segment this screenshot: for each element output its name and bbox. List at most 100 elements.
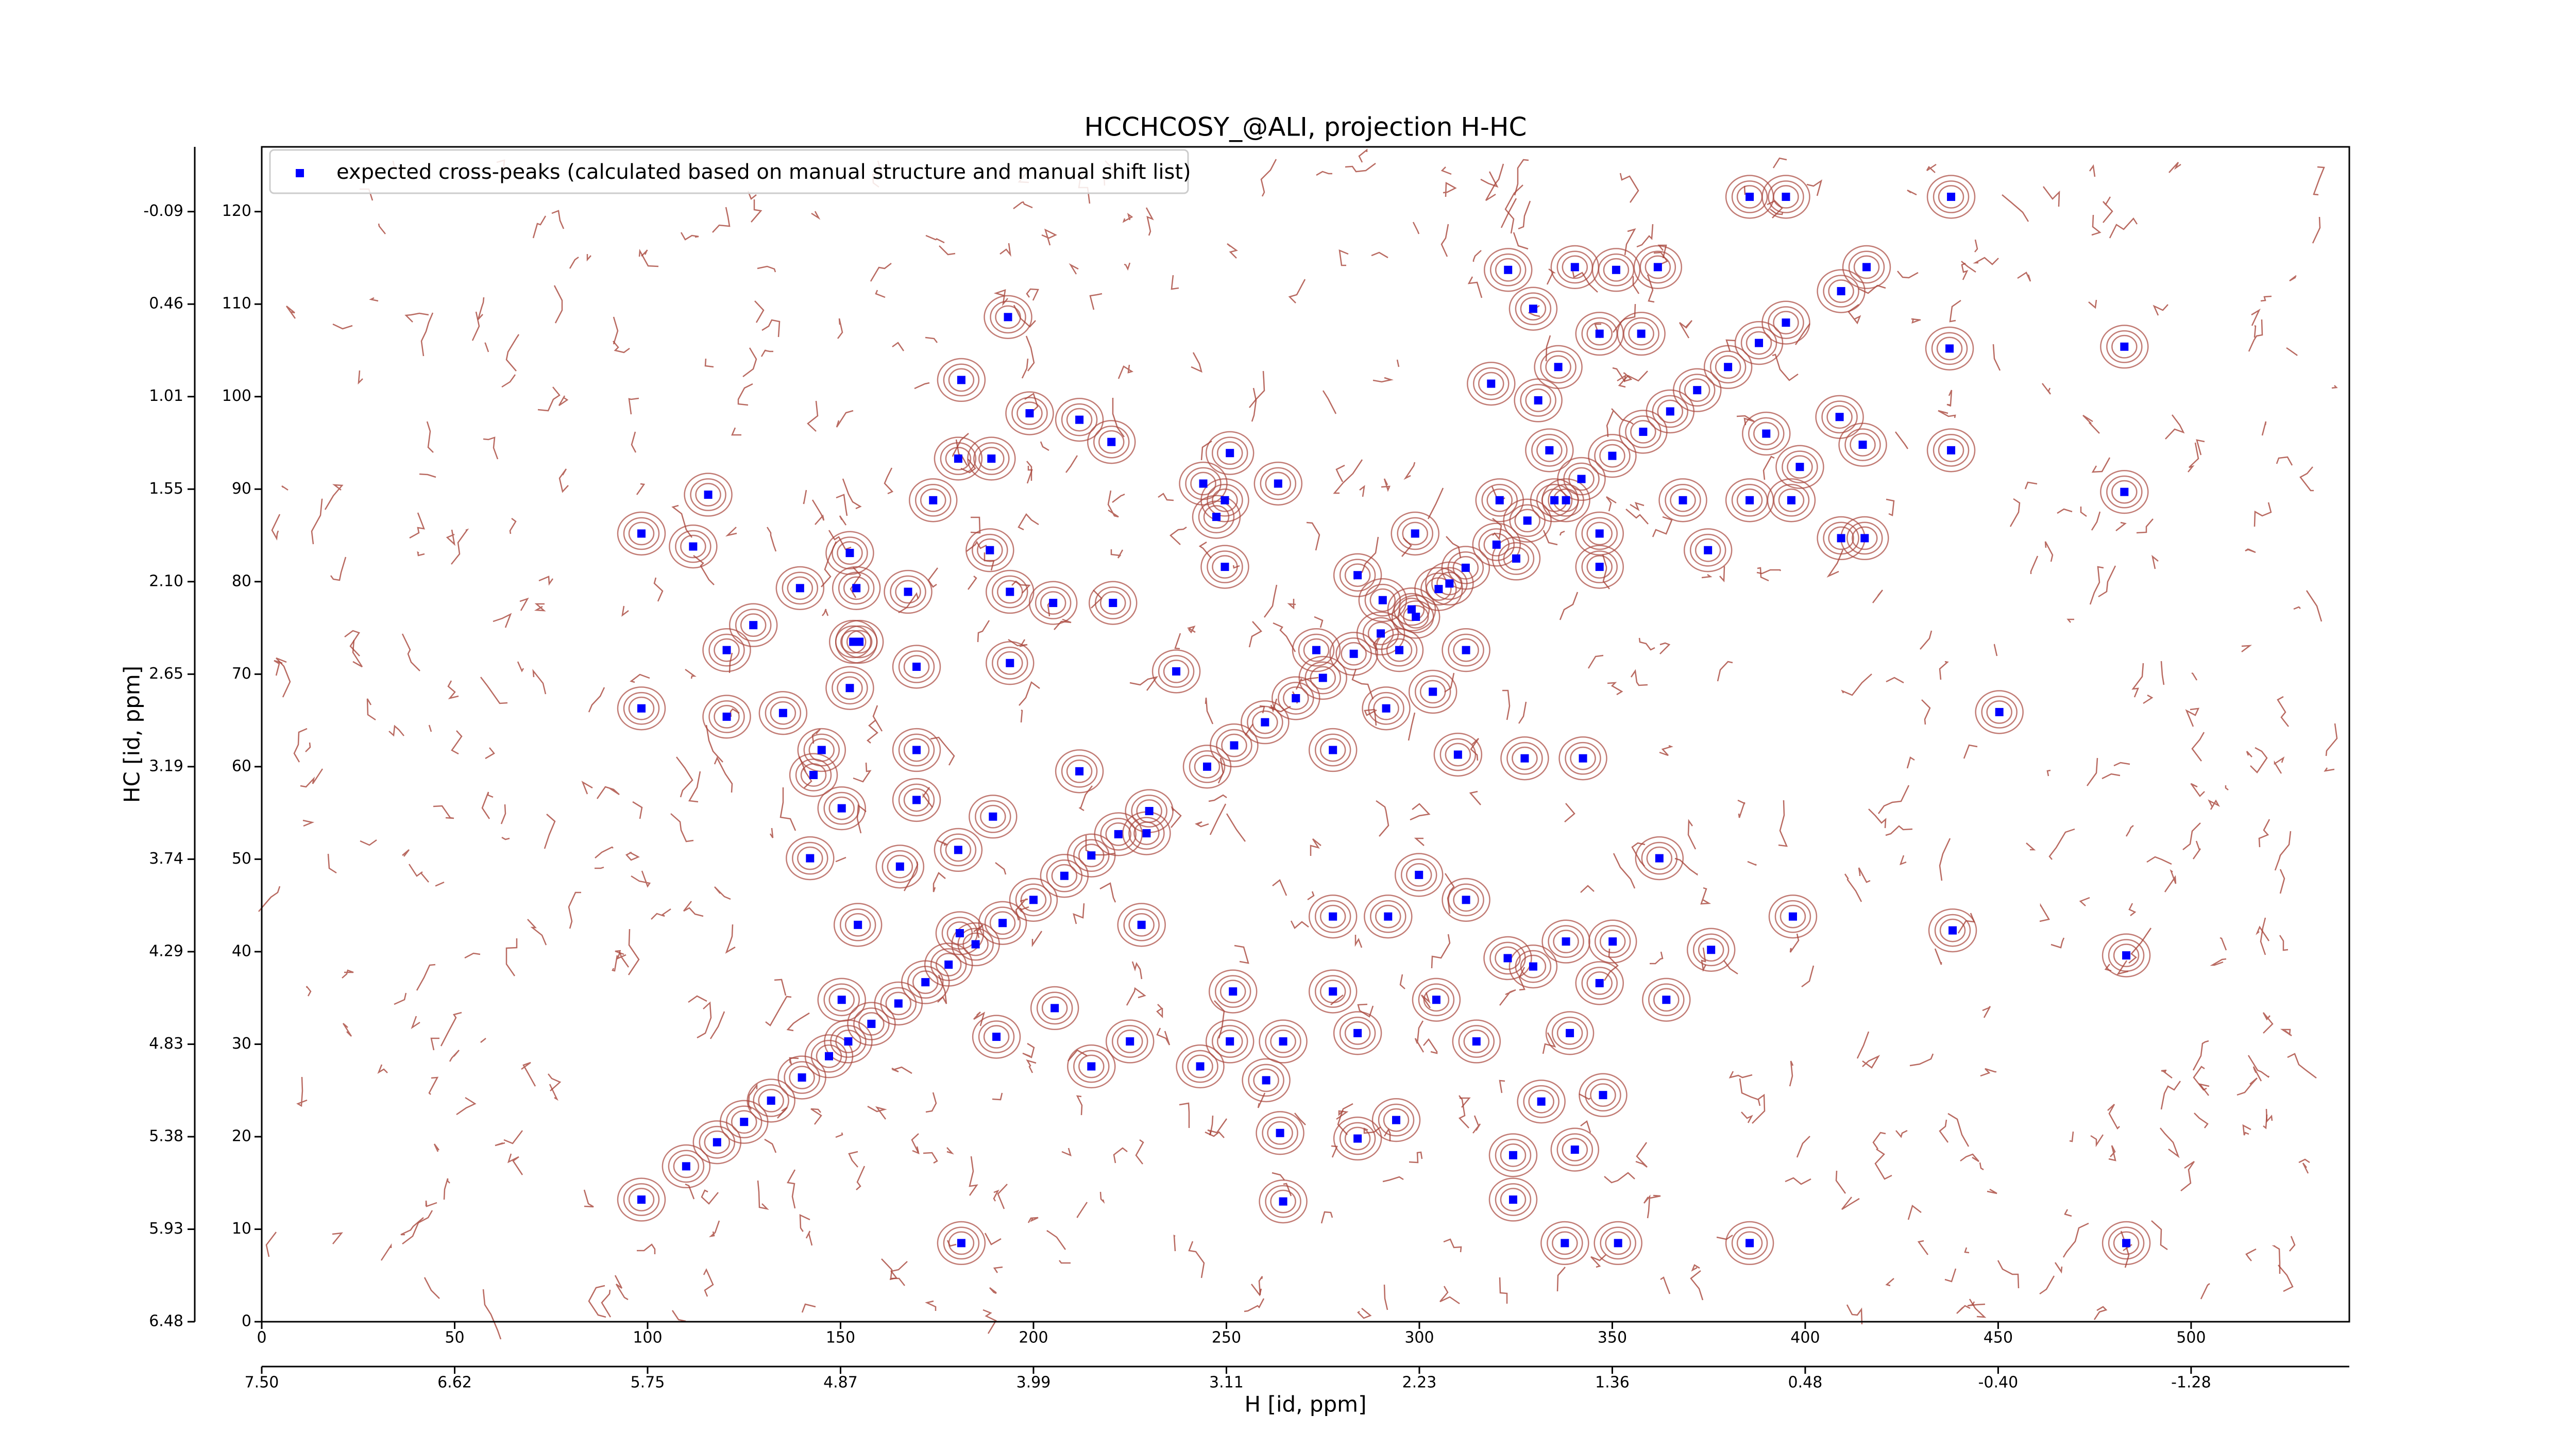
noise-contour [1443, 181, 1457, 197]
noise-contour [1381, 478, 1391, 492]
noise-contour [881, 1258, 905, 1286]
noise-contour [1026, 1059, 1037, 1073]
peak-contour [1176, 1044, 1225, 1089]
noise-contour [401, 633, 420, 671]
cross-peak [1353, 1029, 1362, 1037]
noise-contour [2113, 762, 2130, 767]
noise-contour [1504, 184, 1523, 234]
noise-contour [1467, 276, 1483, 298]
noise-contour [1969, 1299, 1987, 1318]
noise-contour [2089, 164, 2096, 177]
peak-contour [1187, 1054, 1213, 1079]
peak-contour [1252, 710, 1278, 734]
peak-contour [1367, 621, 1394, 646]
noise-contour [588, 1285, 606, 1318]
noise-contour [1612, 367, 1626, 383]
noise-contour [344, 630, 360, 656]
noise-contour [1372, 377, 1394, 383]
cross-peak [1782, 192, 1790, 201]
peak-contour [1419, 680, 1446, 704]
peak-contour [1492, 536, 1541, 581]
peak-contour [1190, 471, 1216, 496]
cross-peak [1029, 896, 1038, 904]
peak-contour [837, 676, 863, 700]
noise-contour [2107, 1104, 2120, 1130]
peak-contour [1939, 918, 1966, 942]
cross-peak [1509, 1151, 1517, 1159]
cross-peak [1006, 659, 1014, 667]
peak-contour [858, 1012, 885, 1036]
peak-contour [898, 733, 935, 767]
noise-contour [670, 813, 694, 843]
peak-contour [1028, 581, 1078, 625]
noise-contour [451, 730, 463, 755]
noise-contour [653, 577, 664, 602]
peak-contour [1151, 649, 1201, 694]
noise-contour [1249, 370, 1265, 408]
peak-contour [1731, 180, 1768, 213]
noise-contour [2286, 347, 2298, 356]
noise-contour [366, 698, 376, 721]
noise-contour [595, 846, 614, 858]
peak-contour [1780, 904, 1806, 929]
peak-contour [1253, 461, 1303, 506]
peak-contour [903, 738, 930, 762]
noise-contour [1158, 493, 1174, 501]
cross-peak [1679, 496, 1687, 504]
peak-contour [1358, 578, 1408, 622]
peak-contour [1423, 988, 1450, 1012]
noise-contour [2108, 1145, 2116, 1161]
noise-contour [688, 771, 701, 803]
cross-peak [817, 746, 826, 754]
peak-contour [945, 838, 972, 862]
cross-peak [682, 1162, 690, 1171]
noise-contour [1631, 842, 1646, 867]
noise-contour [703, 1268, 714, 1297]
noise-contour [400, 1217, 424, 1236]
x-tick-label: 250 [1212, 1329, 1241, 1347]
peak-contour [1520, 954, 1547, 979]
cross-peak [704, 491, 713, 499]
noise-contour [1209, 803, 1227, 835]
cross-peak [929, 496, 938, 504]
noise-contour [742, 347, 757, 377]
peak-contour [924, 942, 973, 987]
noise-contour [501, 374, 516, 388]
peak-contour [1525, 389, 1551, 412]
noise-contour [1835, 1170, 1846, 1194]
peak-contour [1015, 883, 1052, 917]
peak-contour [1525, 428, 1574, 473]
noise-contour [327, 853, 337, 874]
peak-contour [1926, 175, 1976, 219]
peak-contour [1192, 495, 1241, 539]
peak-contour [978, 1020, 1015, 1053]
noise-contour [714, 886, 731, 900]
noise-contour [1579, 1093, 1591, 1100]
noise-contour [1399, 974, 1405, 989]
noise-contour [867, 1105, 887, 1120]
peak-contour [1740, 326, 1777, 360]
noise-contour [811, 729, 821, 744]
noise-contour [1338, 249, 1349, 266]
noise-contour [999, 243, 1011, 257]
peak-contour [1402, 521, 1428, 546]
noise-contour [1248, 621, 1262, 648]
peak-contour [1761, 175, 1810, 219]
peak-contour [1111, 1025, 1148, 1058]
noise-contour [1752, 1093, 1766, 1124]
peak-contour [1371, 1098, 1421, 1142]
noise-contour [2161, 1069, 2173, 1079]
peak-contour [1933, 180, 1970, 213]
peak-contour [1773, 483, 1810, 517]
noise-contour [757, 265, 776, 273]
noise-contour [2192, 1040, 2209, 1071]
noise-contour [483, 436, 499, 460]
peak-contour [1207, 483, 1243, 517]
noise-contour [1026, 466, 1033, 484]
peak-contour [934, 828, 983, 872]
cross-peak [767, 1096, 775, 1105]
peak-contour [1381, 633, 1418, 667]
peak-contour [832, 671, 868, 705]
noise-contour [1214, 1000, 1225, 1039]
ppm-x-tick-label: 3.99 [1016, 1374, 1051, 1392]
